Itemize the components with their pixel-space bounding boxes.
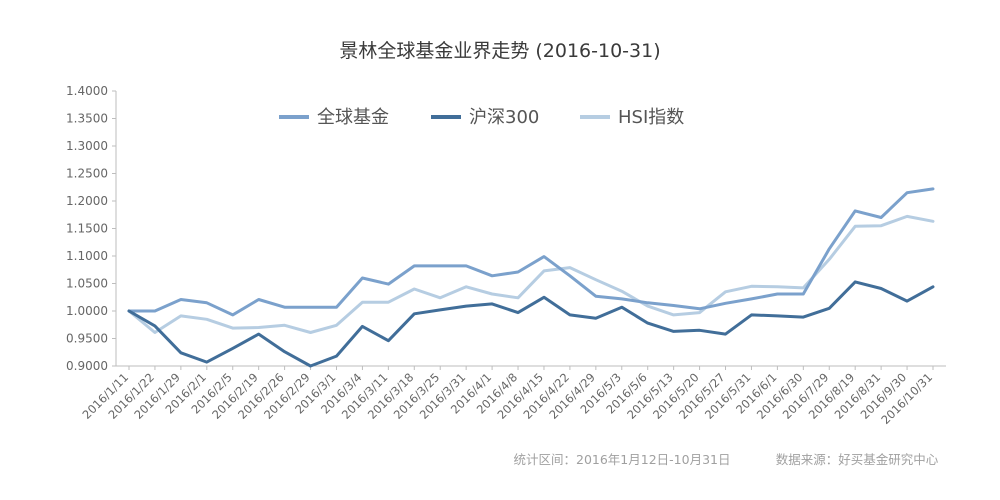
footer-date-range: 统计区间：2016年1月12日-10月31日 <box>514 452 731 467</box>
y-tick-label: 1.3000 <box>66 139 108 153</box>
y-tick-label: 0.9000 <box>66 359 108 373</box>
chart-legend: 全球基金 沪深300 HSI指数 <box>279 107 684 128</box>
legend-label-0: 全球基金 <box>317 107 389 128</box>
legend-label-1: 沪深300 <box>469 107 539 128</box>
chart-axes: 0.9000 0.9500 1.0000 1.0500 1.1000 1.1500 1.20… <box>66 84 946 427</box>
legend-label-2: HSI指数 <box>618 107 684 128</box>
series-line-1 <box>127 280 935 368</box>
y-tick-label: 1.0500 <box>66 277 108 291</box>
series-line-0 <box>127 187 935 317</box>
chart-series-lines <box>127 187 935 368</box>
y-tick-label: 1.2500 <box>66 167 108 181</box>
y-tick-label: 1.1000 <box>66 249 108 263</box>
footer-data-source: 数据来源：好买基金研究中心 <box>776 452 939 467</box>
y-tick-label: 1.0000 <box>66 304 108 318</box>
series-line-2 <box>127 214 935 334</box>
y-tick-label: 1.2000 <box>66 194 108 208</box>
chart-title: 景林全球基金业界走势 (2016-10-31) <box>339 40 660 62</box>
y-tick-label: 1.1500 <box>66 222 108 236</box>
y-tick-label: 1.3500 <box>66 112 108 126</box>
y-tick-label: 1.4000 <box>66 84 108 98</box>
y-tick-label: 0.9500 <box>66 332 108 346</box>
